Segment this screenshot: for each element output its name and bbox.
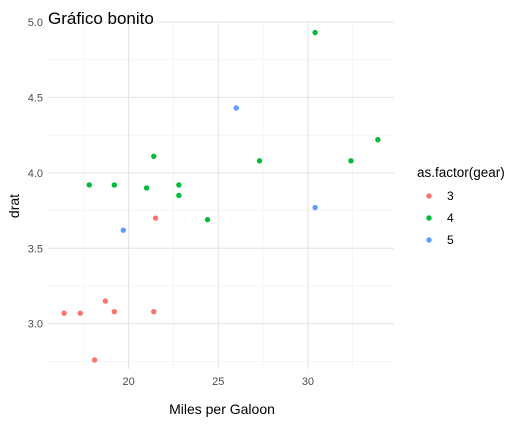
y-tick-label: 5.0 — [28, 17, 43, 29]
data-point-gear-3 — [111, 308, 118, 315]
data-point-gear-4 — [312, 29, 318, 36]
data-point-gear-4 — [176, 192, 182, 199]
legend: as.factor(gear) 3 4 5 — [417, 165, 505, 247]
data-point-gear-5 — [120, 227, 126, 233]
data-point-gear-4 — [151, 153, 157, 159]
x-axis-label: Miles per Galoon — [169, 401, 275, 417]
data-point-gear-4 — [375, 136, 381, 143]
legend-key-4 — [426, 215, 432, 221]
data-point-gear-3 — [61, 310, 67, 316]
x-axis-ticks: 20 25 30 — [123, 376, 315, 388]
minor-gridlines — [48, 22, 394, 369]
legend-entries: 3 4 5 — [426, 189, 454, 247]
data-point-gear-4 — [143, 185, 150, 191]
legend-title: as.factor(gear) — [417, 165, 505, 180]
y-tick-label: 3.0 — [28, 319, 43, 331]
data-point-gear-4 — [111, 182, 118, 188]
y-axis-label: drat — [6, 194, 22, 218]
x-tick-label: 20 — [123, 376, 135, 388]
data-point-gear-4 — [86, 182, 92, 188]
x-tick-label: 30 — [302, 376, 314, 388]
data-point-gear-3 — [77, 310, 83, 316]
data-point-gear-5 — [312, 204, 318, 211]
data-point-gear-3 — [102, 298, 109, 304]
legend-label-3: 3 — [447, 189, 454, 203]
y-tick-label: 4.5 — [28, 92, 43, 104]
y-tick-label: 3.5 — [28, 243, 43, 255]
legend-label-5: 5 — [447, 233, 454, 247]
data-point-gear-4 — [176, 182, 182, 188]
data-point-gear-5 — [233, 105, 239, 111]
data-point-gear-3 — [151, 308, 157, 315]
legend-label-4: 4 — [447, 211, 454, 225]
y-axis-ticks: 3.0 3.5 4.0 4.5 5.0 — [28, 17, 43, 331]
data-point-gear-4 — [348, 158, 354, 164]
data-point-gear-3 — [91, 357, 98, 363]
major-gridlines — [48, 21, 394, 369]
x-tick-label: 25 — [212, 376, 224, 388]
data-points — [61, 29, 381, 363]
data-point-gear-4 — [256, 158, 263, 164]
y-tick-label: 4.0 — [28, 168, 43, 180]
data-point-gear-4 — [204, 216, 211, 223]
legend-key-3 — [426, 193, 432, 199]
chart-title: Gráfico bonito — [48, 9, 154, 28]
legend-key-5 — [426, 237, 432, 243]
data-point-gear-3 — [152, 215, 159, 221]
